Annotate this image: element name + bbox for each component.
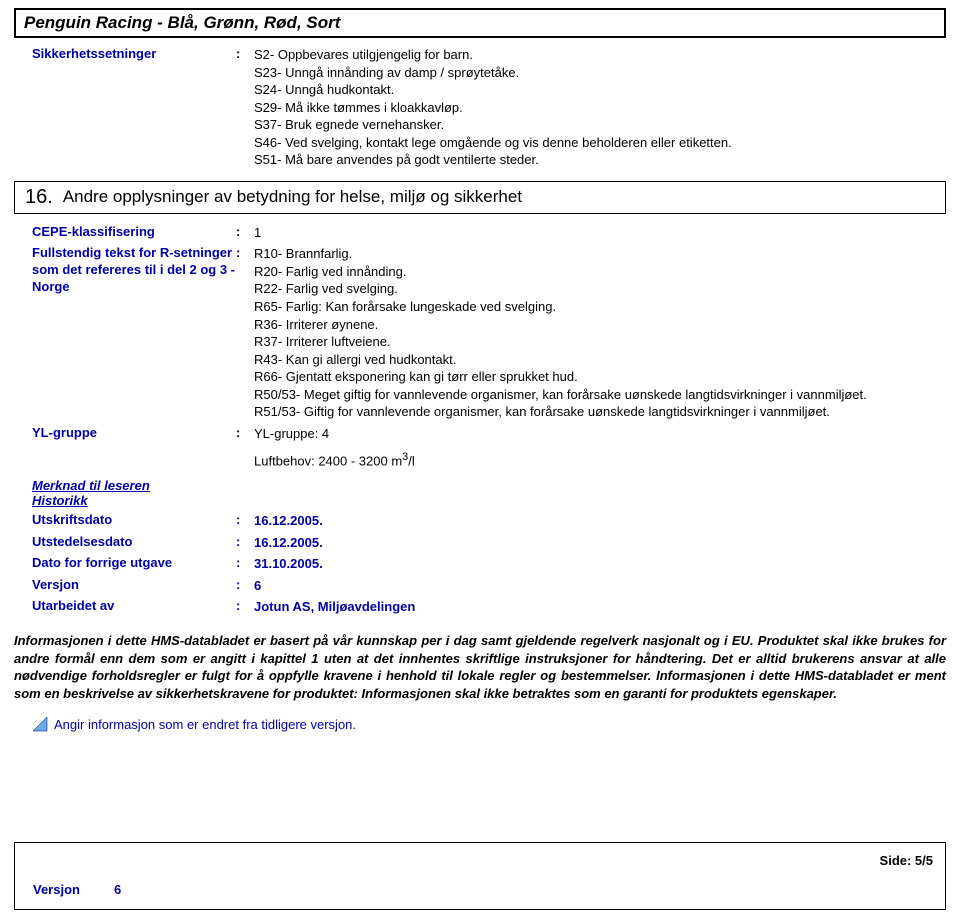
r-line: R22- Farlig ved svelging. bbox=[254, 280, 946, 298]
colon: : bbox=[236, 224, 254, 239]
utstedelsesdato-row: Utstedelsesdato : 16.12.2005. bbox=[14, 534, 946, 552]
r-line: R37- Irriterer luftveiene. bbox=[254, 333, 946, 351]
utskriftsdato-label: Utskriftsdato bbox=[14, 512, 236, 527]
safety-line: S23- Unngå innånding av damp / sprøytetå… bbox=[254, 64, 946, 82]
footer-versjon-label: Versjon bbox=[33, 882, 80, 897]
r-line: R65- Farlig: Kan forårsake lungeskade ve… bbox=[254, 298, 946, 316]
section-number: 16. bbox=[25, 186, 53, 209]
r-phrases-row: Fullstendig tekst for R-setninger som de… bbox=[14, 245, 946, 420]
luft-prefix: Luftbehov: 2400 - 3200 m bbox=[254, 454, 402, 469]
r-line: R50/53- Meget giftig for vannlevende org… bbox=[254, 386, 946, 404]
safety-line: S29- Må ikke tømmes i kloakkavløp. bbox=[254, 99, 946, 117]
reader-note-block: Merknad til leseren Historikk bbox=[14, 478, 946, 508]
versjon-row: Versjon : 6 bbox=[14, 577, 946, 595]
colon: : bbox=[236, 534, 254, 549]
utskriftsdato-value: 16.12.2005. bbox=[254, 512, 946, 530]
r-phrases-lines: R10- Brannfarlig. R20- Farlig ved innånd… bbox=[254, 245, 946, 420]
r-line: R10- Brannfarlig. bbox=[254, 245, 946, 263]
forrige-row: Dato for forrige utgave : 31.10.2005. bbox=[14, 555, 946, 573]
colon: : bbox=[236, 555, 254, 570]
yl-label: YL-gruppe bbox=[14, 425, 236, 440]
utarbeidet-label: Utarbeidet av bbox=[14, 598, 236, 613]
safety-label: Sikkerhetssetninger bbox=[14, 46, 236, 61]
colon: : bbox=[236, 577, 254, 592]
utskriftsdato-row: Utskriftsdato : 16.12.2005. bbox=[14, 512, 946, 530]
forrige-value: 31.10.2005. bbox=[254, 555, 946, 573]
footer-box: Side: 5/5 Versjon 6 bbox=[14, 842, 946, 910]
r-phrases-label: Fullstendig tekst for R-setninger som de… bbox=[14, 245, 236, 296]
footer-versjon-value: 6 bbox=[114, 882, 121, 897]
safety-line: S24- Unngå hudkontakt. bbox=[254, 81, 946, 99]
utarbeidet-row: Utarbeidet av : Jotun AS, Miljøavdelinge… bbox=[14, 598, 946, 616]
yl-row: YL-gruppe : YL-gruppe: 4 Luftbehov: 2400… bbox=[14, 425, 946, 470]
r-line: R36- Irriterer øynene. bbox=[254, 316, 946, 334]
historikk-heading: Historikk bbox=[32, 493, 946, 508]
yl-luft: Luftbehov: 2400 - 3200 m3/l bbox=[254, 450, 946, 470]
section-title: Andre opplysninger av betydning for hels… bbox=[63, 187, 522, 207]
luft-suffix: /l bbox=[408, 454, 415, 469]
colon: : bbox=[236, 512, 254, 527]
versjon-value: 6 bbox=[254, 577, 946, 595]
versjon-label: Versjon bbox=[14, 577, 236, 592]
safety-line: S2- Oppbevares utilgjengelig for barn. bbox=[254, 46, 946, 64]
safety-line: S46- Ved svelging, kontakt lege omgående… bbox=[254, 134, 946, 152]
page-number: Side: 5/5 bbox=[27, 853, 933, 868]
yl-value: YL-gruppe: 4 Luftbehov: 2400 - 3200 m3/l bbox=[254, 425, 946, 470]
safety-lines: S2- Oppbevares utilgjengelig for barn. S… bbox=[254, 46, 946, 169]
r-line: R20- Farlig ved innånding. bbox=[254, 263, 946, 281]
cepe-row: CEPE-klassifisering : 1 bbox=[14, 224, 946, 242]
colon: : bbox=[236, 46, 254, 61]
cepe-value: 1 bbox=[254, 224, 946, 242]
utarbeidet-value: Jotun AS, Miljøavdelingen bbox=[254, 598, 946, 616]
document-title: Penguin Racing - Blå, Grønn, Rød, Sort bbox=[14, 8, 946, 38]
safety-line: S51- Må bare anvendes på godt ventilerte… bbox=[254, 151, 946, 169]
disclaimer-text: Informasjonen i dette HMS-databladet er … bbox=[14, 632, 946, 702]
colon: : bbox=[236, 425, 254, 440]
utstedelsesdato-value: 16.12.2005. bbox=[254, 534, 946, 552]
triangle-icon bbox=[32, 716, 48, 732]
change-note-row: Angir informasjon som er endret fra tidl… bbox=[14, 716, 946, 732]
colon: : bbox=[236, 245, 254, 260]
cepe-label: CEPE-klassifisering bbox=[14, 224, 236, 239]
forrige-label: Dato for forrige utgave bbox=[14, 555, 236, 570]
footer-bottom: Versjon 6 bbox=[27, 882, 933, 897]
r-line: R51/53- Giftig for vannlevende organisme… bbox=[254, 403, 946, 421]
safety-phrases-row: Sikkerhetssetninger : S2- Oppbevares uti… bbox=[14, 46, 946, 169]
change-note-text: Angir informasjon som er endret fra tidl… bbox=[54, 717, 356, 732]
colon: : bbox=[236, 598, 254, 613]
merknad-heading: Merknad til leseren bbox=[32, 478, 946, 493]
section-16-header: 16. Andre opplysninger av betydning for … bbox=[14, 181, 946, 214]
yl-line1: YL-gruppe: 4 bbox=[254, 425, 946, 443]
utstedelsesdato-label: Utstedelsesdato bbox=[14, 534, 236, 549]
r-line: R43- Kan gi allergi ved hudkontakt. bbox=[254, 351, 946, 369]
safety-line: S37- Bruk egnede vernehansker. bbox=[254, 116, 946, 134]
r-line: R66- Gjentatt eksponering kan gi tørr el… bbox=[254, 368, 946, 386]
